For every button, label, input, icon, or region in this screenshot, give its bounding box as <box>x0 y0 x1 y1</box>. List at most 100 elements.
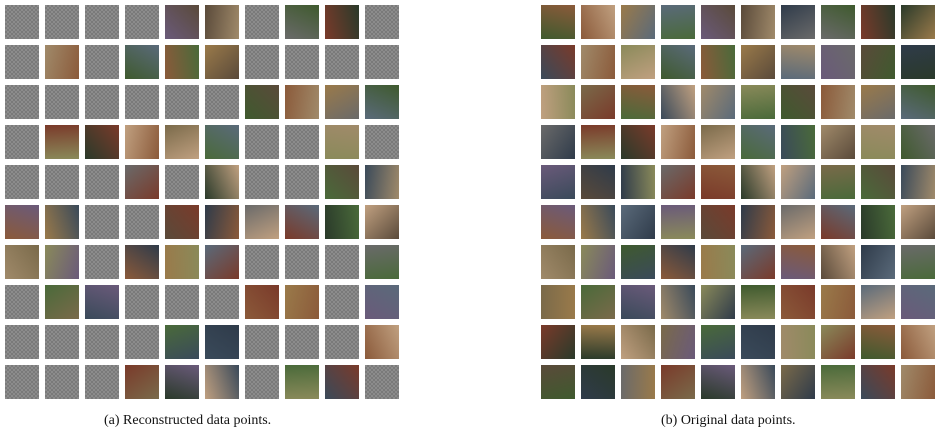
photo-tile <box>901 205 935 239</box>
photo-tile <box>205 205 239 239</box>
photo-tile <box>701 45 735 79</box>
photo-tile <box>861 365 895 399</box>
photo-tile <box>701 165 735 199</box>
photo-tile <box>821 285 855 319</box>
photo-tile <box>741 245 775 279</box>
photo-tile <box>581 285 615 319</box>
photo-tile <box>5 245 39 279</box>
photo-tile <box>821 365 855 399</box>
blank-tile <box>245 125 279 159</box>
photo-tile <box>325 5 359 39</box>
photo-tile <box>861 325 895 359</box>
blank-tile <box>5 45 39 79</box>
photo-tile <box>581 5 615 39</box>
photo-tile <box>701 245 735 279</box>
photo-tile <box>621 245 655 279</box>
photo-tile <box>45 285 79 319</box>
photo-tile <box>541 165 575 199</box>
photo-tile <box>661 125 695 159</box>
blank-tile <box>5 125 39 159</box>
photo-tile <box>205 325 239 359</box>
photo-tile <box>581 85 615 119</box>
photo-tile <box>781 285 815 319</box>
blank-tile <box>125 285 159 319</box>
original-image-grid <box>541 5 937 403</box>
photo-tile <box>85 285 119 319</box>
photo-tile <box>245 285 279 319</box>
blank-tile <box>45 85 79 119</box>
photo-tile <box>365 165 399 199</box>
photo-tile <box>285 205 319 239</box>
blank-tile <box>125 325 159 359</box>
reconstructed-caption: (a) Reconstructed data points. <box>104 413 272 428</box>
photo-tile <box>821 245 855 279</box>
photo-tile <box>125 125 159 159</box>
blank-tile <box>285 125 319 159</box>
photo-tile <box>781 45 815 79</box>
photo-tile <box>165 365 199 399</box>
photo-tile <box>165 45 199 79</box>
photo-tile <box>821 205 855 239</box>
photo-tile <box>5 205 39 239</box>
photo-tile <box>741 165 775 199</box>
photo-tile <box>621 325 655 359</box>
photo-tile <box>621 165 655 199</box>
blank-tile <box>85 205 119 239</box>
photo-tile <box>541 285 575 319</box>
photo-tile <box>701 5 735 39</box>
photo-tile <box>325 125 359 159</box>
photo-tile <box>125 245 159 279</box>
photo-tile <box>861 85 895 119</box>
photo-tile <box>125 45 159 79</box>
photo-tile <box>861 245 895 279</box>
blank-tile <box>205 285 239 319</box>
photo-tile <box>581 45 615 79</box>
photo-tile <box>285 365 319 399</box>
photo-tile <box>821 125 855 159</box>
photo-tile <box>581 245 615 279</box>
blank-tile <box>5 285 39 319</box>
photo-tile <box>365 85 399 119</box>
blank-tile <box>85 85 119 119</box>
photo-tile <box>861 205 895 239</box>
blank-tile <box>205 85 239 119</box>
blank-tile <box>285 325 319 359</box>
photo-tile <box>821 45 855 79</box>
photo-tile <box>901 125 935 159</box>
blank-tile <box>165 85 199 119</box>
photo-tile <box>165 325 199 359</box>
photo-tile <box>621 365 655 399</box>
photo-tile <box>621 125 655 159</box>
photo-tile <box>325 205 359 239</box>
photo-tile <box>541 45 575 79</box>
photo-tile <box>85 125 119 159</box>
photo-tile <box>165 125 199 159</box>
blank-tile <box>5 365 39 399</box>
photo-tile <box>861 125 895 159</box>
reconstructed-image-grid <box>5 5 401 403</box>
blank-tile <box>5 85 39 119</box>
photo-tile <box>741 365 775 399</box>
blank-tile <box>245 165 279 199</box>
photo-tile <box>821 325 855 359</box>
photo-tile <box>541 245 575 279</box>
photo-tile <box>365 205 399 239</box>
photo-tile <box>741 325 775 359</box>
photo-tile <box>661 325 695 359</box>
photo-tile <box>285 85 319 119</box>
photo-tile <box>205 245 239 279</box>
blank-tile <box>365 5 399 39</box>
photo-tile <box>205 125 239 159</box>
photo-tile <box>821 85 855 119</box>
blank-tile <box>325 325 359 359</box>
photo-tile <box>701 125 735 159</box>
photo-tile <box>861 165 895 199</box>
photo-tile <box>541 365 575 399</box>
photo-tile <box>581 325 615 359</box>
photo-tile <box>901 45 935 79</box>
photo-tile <box>741 125 775 159</box>
blank-tile <box>245 245 279 279</box>
photo-tile <box>45 205 79 239</box>
photo-tile <box>581 125 615 159</box>
blank-tile <box>85 45 119 79</box>
